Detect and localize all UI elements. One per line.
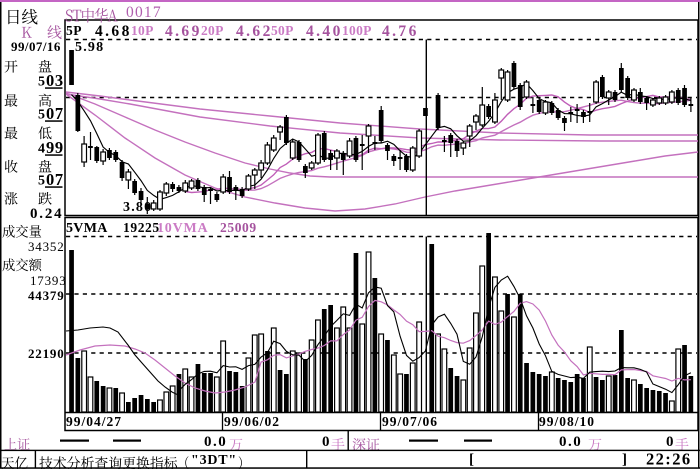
svg-text:22190: 22190 xyxy=(28,346,65,361)
svg-text:4.62: 4.62 xyxy=(236,23,273,40)
svg-text:99/06/02: 99/06/02 xyxy=(224,414,280,429)
svg-text:0.24: 0.24 xyxy=(30,206,63,222)
svg-text:4.69: 4.69 xyxy=(165,23,202,40)
svg-text:22:26: 22:26 xyxy=(646,450,692,469)
svg-text:5: 5 xyxy=(38,108,45,123)
svg-text:19225: 19225 xyxy=(123,220,160,235)
svg-text:17393: 17393 xyxy=(30,273,67,288)
svg-text:25009: 25009 xyxy=(220,220,257,235)
svg-text:50P: 50P xyxy=(271,23,294,38)
svg-text:0: 0 xyxy=(322,434,330,450)
svg-text:0017: 0017 xyxy=(126,4,162,21)
svg-text:100P: 100P xyxy=(342,23,372,38)
svg-text:5: 5 xyxy=(38,75,45,90)
svg-text:10VMA: 10VMA xyxy=(157,221,209,236)
svg-text:"3DT": "3DT" xyxy=(191,453,237,468)
svg-text:5P: 5P xyxy=(66,23,82,38)
svg-text:[: [ xyxy=(469,452,474,468)
svg-text:3.80: 3.80 xyxy=(123,200,152,215)
svg-text:5VMA: 5VMA xyxy=(66,221,108,236)
svg-text:99: 99 xyxy=(46,138,64,157)
svg-text:0: 0 xyxy=(666,434,674,450)
svg-text:34352: 34352 xyxy=(28,239,65,254)
svg-text:20P: 20P xyxy=(201,23,224,38)
svg-text:03: 03 xyxy=(46,71,64,90)
svg-text:07: 07 xyxy=(46,170,64,189)
svg-text:99/04/27: 99/04/27 xyxy=(66,414,122,429)
svg-text:0.0: 0.0 xyxy=(559,434,582,450)
svg-text:5.98: 5.98 xyxy=(75,40,104,55)
svg-text:99/08/10: 99/08/10 xyxy=(539,414,595,429)
svg-text:99/07/06: 99/07/06 xyxy=(382,414,438,429)
svg-text:5: 5 xyxy=(38,174,45,189)
svg-text:0.0: 0.0 xyxy=(204,434,227,450)
svg-text:99/07/16: 99/07/16 xyxy=(11,39,61,54)
svg-text:4.76: 4.76 xyxy=(382,23,419,40)
svg-text:4.68: 4.68 xyxy=(95,23,132,40)
svg-text:44379: 44379 xyxy=(28,288,65,303)
svg-text:07: 07 xyxy=(46,104,64,123)
svg-text:4: 4 xyxy=(38,142,45,157)
svg-text:4.40: 4.40 xyxy=(306,23,343,40)
svg-text:10P: 10P xyxy=(131,23,154,38)
svg-text:]: ] xyxy=(622,452,627,468)
